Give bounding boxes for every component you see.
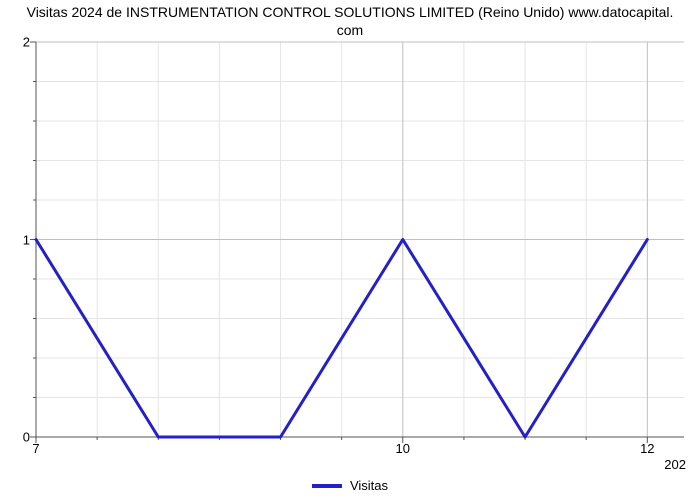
x-tick-label: 12 (640, 437, 654, 456)
x-tick-label: 10 (396, 437, 410, 456)
legend: Visitas (312, 478, 388, 493)
plot-area: 202 01271012 (36, 42, 684, 437)
legend-swatch (312, 484, 342, 488)
chart-title: Visitas 2024 de INSTRUMENTATION CONTROL … (0, 4, 700, 39)
y-tick-label: 1 (23, 232, 36, 247)
y-tick-label: 2 (23, 35, 36, 50)
x-year-label: 202 (664, 457, 686, 472)
x-tick-label: 7 (32, 437, 39, 456)
legend-label: Visitas (350, 478, 388, 493)
chart-svg (36, 42, 684, 437)
chart-container: Visitas 2024 de INSTRUMENTATION CONTROL … (0, 0, 700, 500)
